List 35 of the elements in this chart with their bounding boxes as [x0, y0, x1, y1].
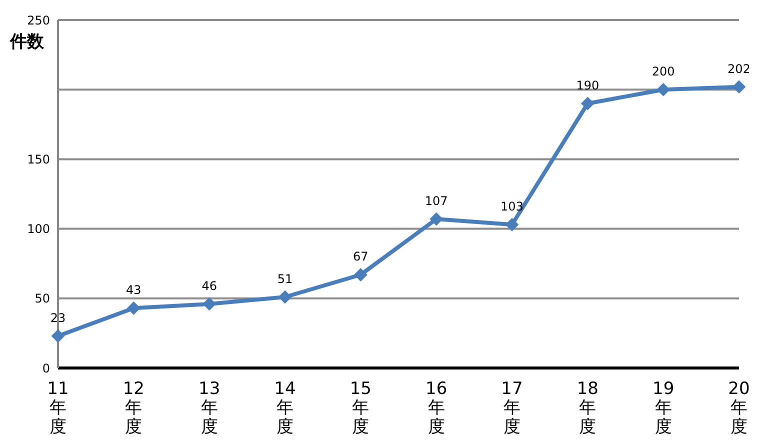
x-tick-label: 18年度	[576, 379, 598, 437]
point	[430, 212, 443, 226]
x-tick-label: 12年度	[122, 379, 144, 437]
data-label: 200	[652, 64, 675, 79]
x-tick-label: 13年度	[198, 379, 220, 437]
data-label: 23	[50, 310, 66, 325]
x-tick-label: 16年度	[426, 379, 448, 437]
x-tick-label: 11年度	[47, 379, 69, 437]
y-tick-label: 50	[34, 292, 50, 306]
data-label: 67	[353, 250, 368, 264]
x-tick-label: 17年度	[501, 379, 523, 437]
point	[52, 329, 64, 342]
point	[656, 83, 670, 96]
y-tick-label: 0	[42, 361, 50, 376]
y-tick-label: 250	[27, 13, 50, 28]
x-tick-label: 15年度	[350, 379, 372, 437]
data-label: 107	[424, 194, 448, 208]
point	[127, 302, 140, 315]
point	[354, 268, 368, 282]
x-tick-label: 19年度	[652, 379, 674, 437]
point	[732, 80, 746, 94]
point	[202, 297, 216, 310]
point	[506, 218, 518, 232]
point	[278, 290, 292, 304]
data-label: 202	[728, 62, 750, 76]
point	[581, 97, 594, 110]
y-tick-label: 100	[27, 222, 50, 236]
data-label: 46	[202, 278, 217, 293]
data-label: 190	[576, 78, 600, 93]
data-label: 51	[277, 272, 293, 286]
y-tick-label: 150	[27, 152, 50, 166]
data-label: 43	[126, 283, 142, 298]
x-tick-label: 14年度	[274, 379, 296, 437]
x-tick-label: 20年度	[728, 379, 750, 437]
y-axis-title: 件数	[10, 31, 44, 53]
